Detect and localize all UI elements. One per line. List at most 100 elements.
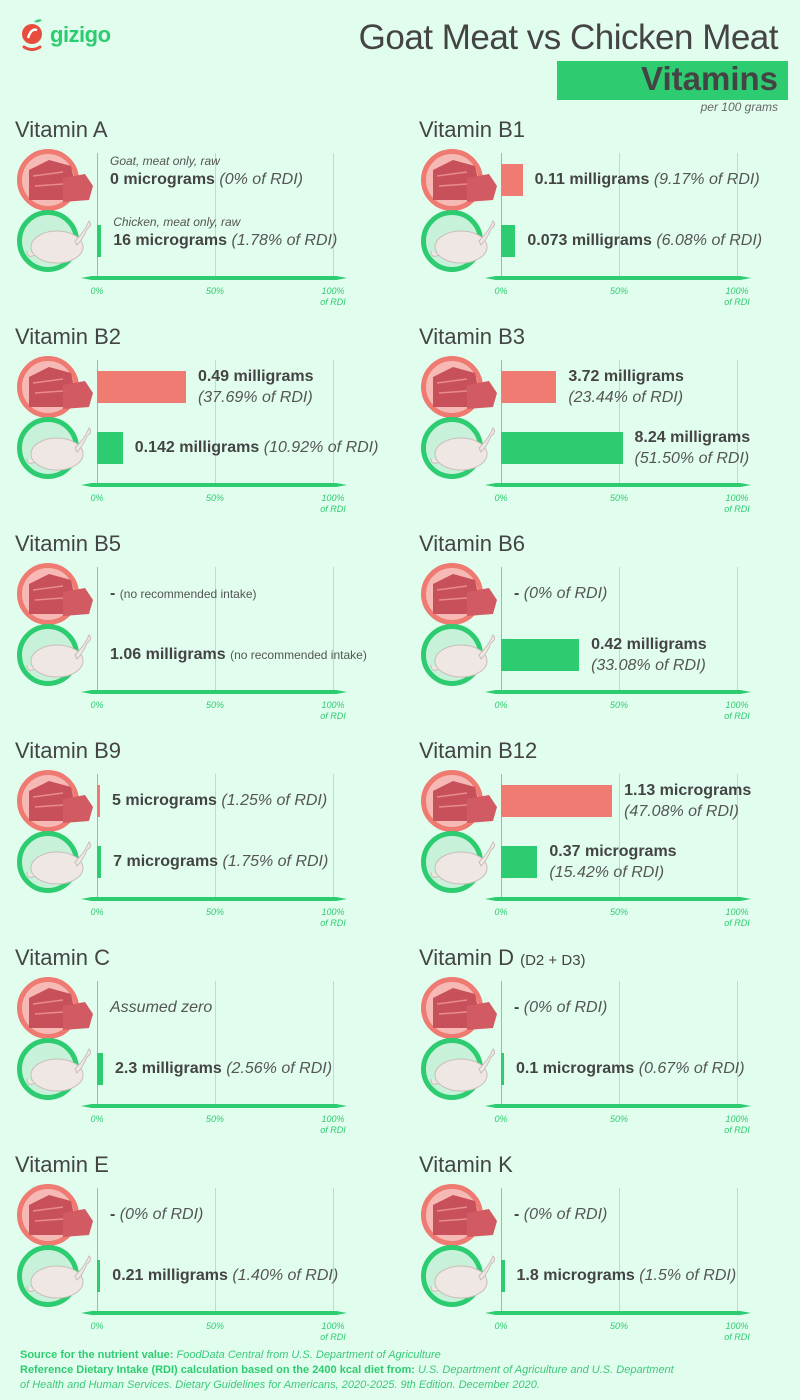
tick-label: 50%: [195, 286, 235, 297]
tick-unit: of RDI: [320, 1332, 346, 1342]
tick-label: 50%: [195, 493, 235, 504]
chicken-value-label: 0.073 milligrams (6.08% of RDI): [527, 230, 762, 251]
amount: 0.142 milligrams: [134, 439, 260, 456]
tick-label: 0%: [481, 700, 521, 711]
tick-text: 100%: [725, 907, 749, 917]
tick-text: 50%: [205, 700, 224, 710]
tick-label: 50%: [599, 286, 639, 297]
vitamin-panel: Vitamin K 0% 50% 100% of RDI - (0% of RDI) 1.8…: [419, 1150, 799, 1350]
tick-text: 100%: [725, 1321, 749, 1331]
gridline-50: [619, 153, 620, 278]
rdi-percent: (51.50% of RDI): [634, 450, 750, 467]
tick-unit: of RDI: [320, 918, 346, 928]
gridline-50: [215, 153, 216, 278]
amount: 2.3 milligrams: [115, 1060, 222, 1077]
tick-text: 50%: [205, 286, 224, 296]
chicken-bar: [501, 846, 538, 878]
panel-title: Vitamin K: [419, 1152, 513, 1178]
gridline-50: [215, 774, 216, 899]
gridline-100: [737, 774, 738, 899]
gridline-100: [737, 567, 738, 692]
amount: -: [514, 1206, 520, 1223]
rdi-percent: (47.08% of RDI): [624, 803, 739, 820]
tick-text: 50%: [609, 1321, 628, 1331]
amount: -: [514, 585, 520, 602]
panel-title: Vitamin B2: [15, 324, 121, 350]
tick-text: 0%: [90, 700, 104, 710]
chicken-bar: [97, 846, 102, 878]
vitamin-panel: Vitamin B5 0% 50% 100% of RDI - (no recommend…: [15, 529, 395, 729]
rdi-percent: (0.67% of RDI): [638, 1060, 745, 1077]
tick-label: 100% of RDI: [313, 493, 353, 515]
tick-unit: of RDI: [724, 504, 750, 514]
rdi-percent: (0% of RDI): [119, 1206, 204, 1223]
footer: Source for the nutrient value: FoodData …: [20, 1348, 674, 1393]
x-axis: [81, 1311, 347, 1315]
chicken-value-label: 1.06 milligrams (no recommended intake): [110, 644, 367, 666]
chicken-value-label: 0.1 micrograms (0.67% of RDI): [516, 1058, 745, 1079]
amount: 0.11 milligrams: [534, 171, 650, 188]
tick-text: 0%: [90, 286, 104, 296]
vitamin-suffix: (D2 + D3): [520, 952, 586, 969]
goat-value-label: - (0% of RDI): [110, 1204, 203, 1225]
vitamin-name: Vitamin B6: [419, 531, 525, 556]
tick-text: 100%: [725, 286, 749, 296]
food-description: Goat, meat only, raw: [110, 154, 220, 168]
tick-label: 50%: [599, 907, 639, 918]
tick-text: 100%: [725, 493, 749, 503]
tick-label: 100% of RDI: [313, 1321, 353, 1343]
tick-text: 50%: [205, 1114, 224, 1124]
tick-label: 50%: [599, 493, 639, 504]
amount: 0.21 milligrams: [112, 1267, 228, 1284]
logo-icon: [22, 19, 42, 51]
goat-bar: [97, 785, 100, 817]
vitamin-name: Vitamin B1: [419, 117, 525, 142]
gridline-100: [333, 360, 334, 485]
vitamin-panel: Vitamin B3 0% 50% 100% of RDI 3.72 milligrams…: [419, 322, 799, 522]
no-rdi-note: (no recommended intake): [230, 648, 367, 662]
tick-unit: of RDI: [724, 711, 750, 721]
tick-text: 50%: [609, 493, 628, 503]
amount: 1.13 micrograms: [624, 782, 752, 799]
chicken-value-label: 0.21 milligrams (1.40% of RDI): [112, 1265, 338, 1286]
food-description: Chicken, meat only, raw: [113, 215, 241, 229]
gridline-50: [619, 981, 620, 1106]
tick-label: 100% of RDI: [717, 907, 757, 929]
panel-title: Vitamin B1: [419, 117, 525, 143]
chicken-bar: [97, 432, 123, 464]
tick-label: 100% of RDI: [313, 1114, 353, 1136]
vitamin-panel: Vitamin B9 0% 50% 100% of RDI 5 micrograms (1…: [15, 736, 395, 936]
vitamin-name: Vitamin E: [15, 1152, 109, 1177]
rdi-percent: (37.69% of RDI): [197, 389, 313, 406]
vitamin-name: Vitamin B2: [15, 324, 121, 349]
tick-label: 0%: [481, 1114, 521, 1125]
gridline-100: [737, 1188, 738, 1313]
gridline-0: [501, 153, 502, 278]
gridline-50: [215, 981, 216, 1106]
tick-label: 0%: [77, 1114, 117, 1125]
panel-title: Vitamin A: [15, 117, 108, 143]
rdi-percent: (33.08% of RDI): [591, 657, 706, 674]
gizigo-logo[interactable]: gizigo: [20, 18, 111, 52]
gridline-100: [333, 981, 334, 1106]
tick-unit: of RDI: [724, 918, 750, 928]
rdi-text-1: U.S. Department of Agriculture and U.S. …: [417, 1364, 674, 1376]
vitamin-panel: Vitamin B1 0% 50% 100% of RDI 0.11 milligrams…: [419, 115, 799, 315]
tick-unit: of RDI: [320, 711, 346, 721]
tick-text: 0%: [494, 286, 508, 296]
tick-label: 100% of RDI: [313, 700, 353, 722]
tick-unit: of RDI: [320, 504, 346, 514]
panel-title: Vitamin B12: [419, 738, 537, 764]
gridline-50: [215, 360, 216, 485]
tick-label: 50%: [195, 1114, 235, 1125]
amount: 16 micrograms: [113, 232, 228, 249]
rdi-percent: (1.25% of RDI): [221, 792, 328, 809]
tick-text: 0%: [90, 907, 104, 917]
chicken-bar: [501, 1260, 505, 1292]
amount: -: [110, 585, 116, 602]
chicken-bar: [97, 1260, 101, 1292]
amount: 7 micrograms: [113, 853, 219, 870]
tick-label: 0%: [77, 700, 117, 711]
tick-unit: of RDI: [724, 297, 750, 307]
gridline-0: [97, 567, 98, 692]
